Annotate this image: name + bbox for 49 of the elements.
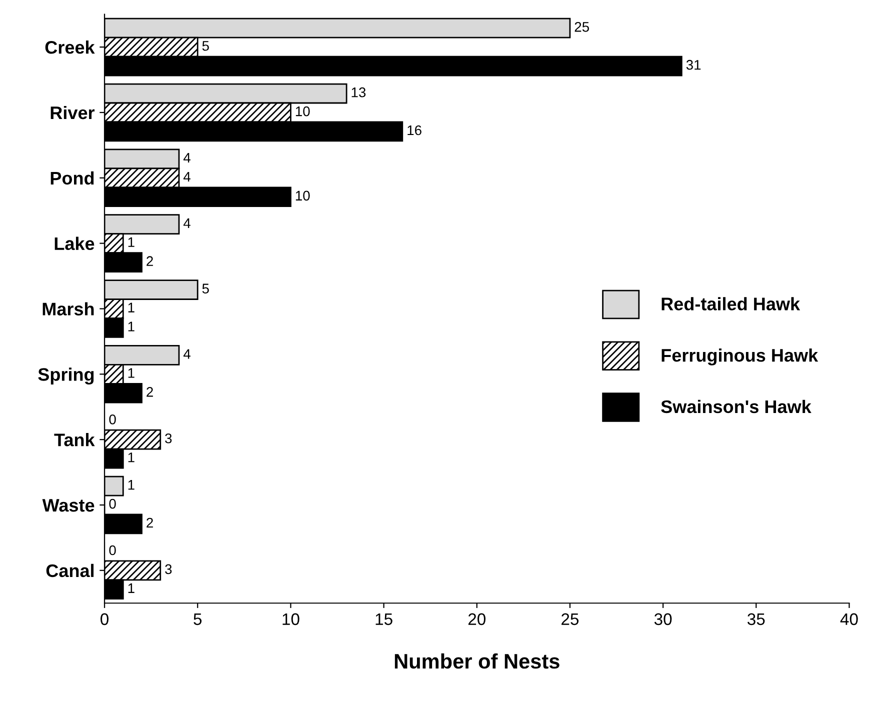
data-label: 31	[686, 60, 701, 70]
x-axis-title: Number of Nests	[394, 653, 560, 669]
y-tick-label: Canal	[46, 564, 94, 578]
legend-label: Ferruginous Hawk	[662, 348, 818, 366]
data-label: 10	[296, 190, 310, 201]
y-tick-label: Tank	[54, 433, 95, 446]
x-tick-label: 35	[748, 613, 765, 626]
data-label: 4	[183, 172, 190, 182]
y-tick-label: Waste	[42, 499, 94, 512]
data-label: 1	[128, 237, 134, 247]
data-label: 4	[183, 152, 190, 163]
data-label: 1	[128, 302, 134, 312]
x-tick-label: 15	[376, 613, 392, 626]
x-tick-label: 20	[468, 613, 486, 626]
data-label: 2	[146, 256, 153, 266]
x-tick-label: 30	[654, 613, 672, 626]
data-label: 5	[202, 41, 209, 51]
x-tick-label: 5	[194, 613, 202, 626]
x-tick-label: 0	[100, 613, 109, 626]
data-label: 2	[146, 518, 153, 528]
data-label: 2	[146, 387, 153, 397]
data-label: 25	[574, 22, 589, 32]
data-label: 0	[109, 498, 116, 509]
legend-label: Swainson's Hawk	[661, 400, 812, 414]
y-tick-label: Creek	[45, 40, 95, 54]
data-label: 4	[183, 349, 190, 359]
data-label: 1	[128, 583, 134, 593]
x-tick-label: 10	[282, 613, 300, 626]
data-label: 1	[128, 368, 134, 378]
data-label: 1	[128, 452, 134, 462]
data-label: 1	[128, 322, 134, 332]
data-label: 10	[296, 106, 310, 116]
y-tick-label: Marsh	[42, 302, 94, 316]
data-label: 4	[183, 218, 190, 228]
legend-label: Red-tailed Hawk	[662, 297, 800, 310]
y-tick-label: Pond	[50, 171, 94, 185]
y-tick-label: Lake	[54, 236, 94, 250]
data-label: 13	[352, 87, 366, 98]
y-tick-label: River	[50, 106, 95, 120]
data-label: 1	[128, 480, 134, 490]
x-tick-label: 25	[562, 613, 579, 626]
data-label: 0	[109, 414, 116, 424]
data-label: 5	[202, 284, 209, 294]
y-tick-label: Spring	[38, 368, 94, 385]
data-label: 3	[165, 564, 172, 574]
x-tick-label: 40	[840, 613, 858, 626]
data-label: 16	[408, 125, 422, 136]
data-label: 3	[165, 433, 172, 444]
data-label: 0	[109, 545, 116, 556]
